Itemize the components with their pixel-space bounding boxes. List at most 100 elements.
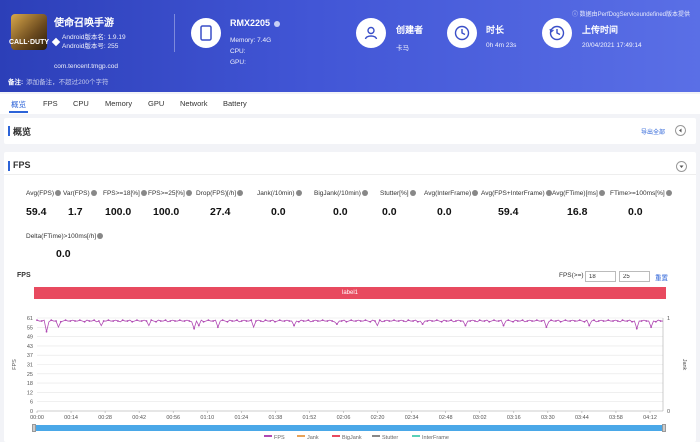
- fps-collapse-button[interactable]: [676, 161, 687, 172]
- fps-point: [502, 324, 505, 327]
- legend-item-4[interactable]: InterFrame: [412, 435, 449, 441]
- legend-swatch: [332, 435, 340, 437]
- package-name: com.tencent.tmgp.cod: [54, 63, 118, 70]
- device-memory: Memory: 7.4G: [230, 37, 272, 44]
- legend-item-0[interactable]: FPS: [264, 435, 285, 441]
- legend-item-2[interactable]: BigJank: [332, 435, 362, 441]
- legend-swatch: [372, 435, 380, 437]
- fps-point: [255, 320, 257, 322]
- fps-point: [174, 320, 176, 322]
- x-tick-label: 02:34: [405, 415, 419, 421]
- x-tick-label: 00:14: [64, 415, 78, 421]
- fps-point: [231, 320, 234, 322]
- metric-label-4: Drop(FPS)[/h]: [196, 190, 244, 197]
- help-icon: [97, 233, 104, 239]
- fps-point: [297, 320, 300, 323]
- fps-point: [55, 320, 57, 322]
- fps-point: [645, 320, 648, 322]
- fps-point: [69, 320, 72, 322]
- range-handle-left[interactable]: [32, 424, 36, 432]
- fps-point: [359, 320, 362, 322]
- upload-time-title: 上传时间: [582, 25, 619, 35]
- fps-point: [336, 323, 338, 325]
- fps-point: [126, 320, 129, 322]
- y-tick-label: 25: [27, 372, 33, 378]
- y2-axis-label: Jank: [681, 359, 687, 371]
- fps-point: [421, 323, 424, 325]
- fps-point: [654, 320, 657, 323]
- fps-point: [431, 320, 434, 322]
- metric-value-3: 100.0: [153, 206, 180, 218]
- fps-point: [483, 320, 486, 322]
- fps-point: [407, 319, 410, 322]
- tab-fps[interactable]: FPS: [43, 99, 58, 108]
- x-tick-label: 01:10: [200, 415, 214, 421]
- fps-point: [97, 320, 100, 322]
- x-tick-label: 02:48: [439, 415, 453, 421]
- tab-network[interactable]: Network: [180, 99, 208, 108]
- y-tick-label: 55: [27, 325, 33, 331]
- android-version-code: Android版本号: 255: [62, 43, 119, 50]
- fps-point: [526, 320, 529, 322]
- fps-point: [545, 326, 548, 329]
- fps-threshold-b-input[interactable]: [619, 271, 650, 282]
- fps-point: [397, 320, 400, 322]
- y-tick-label: 61: [27, 316, 33, 322]
- fps-point: [369, 320, 372, 323]
- fps-point: [164, 319, 167, 322]
- metric-label-7: Stutter[%]: [380, 190, 416, 197]
- app-name: 使命召唤手游: [54, 18, 114, 29]
- legend-item-1[interactable]: Jank: [297, 435, 319, 441]
- fps-point: [478, 319, 481, 322]
- legend-item-3[interactable]: Stutter: [372, 435, 398, 441]
- chart-range-slider[interactable]: [32, 424, 666, 432]
- export-all-link[interactable]: 导出全部: [641, 130, 666, 136]
- fps-point: [274, 320, 276, 323]
- fps-point: [83, 320, 86, 323]
- fps-point: [245, 320, 248, 322]
- fps-line-chart[interactable]: 61 55 49 43 37 31 25 18 12 6 0 1 0 FPS Jank 00:00 00:14 0…: [0, 300, 700, 424]
- fps-point: [112, 320, 115, 322]
- fps-point: [321, 319, 324, 322]
- legend-swatch: [297, 435, 305, 437]
- reset-button[interactable]: 重置: [655, 275, 668, 282]
- metric-value-8: 0.0: [437, 206, 452, 218]
- fps-point: [212, 320, 215, 322]
- clock-icon: [447, 18, 477, 48]
- fps-point: [45, 330, 48, 333]
- android-icon: [51, 37, 61, 47]
- range-handle-right[interactable]: [662, 424, 666, 432]
- duration-title: 时长: [486, 25, 505, 35]
- fps-point: [278, 319, 281, 322]
- fps-point: [393, 319, 395, 322]
- fps-point: [450, 319, 453, 322]
- history-icon: [542, 18, 572, 48]
- chart-title: FPS: [17, 272, 31, 279]
- fps-point: [240, 320, 243, 322]
- fps-point: [374, 320, 376, 322]
- fps-point: [626, 320, 629, 322]
- note-input[interactable]: 添加备注，不超过200个字符: [26, 79, 109, 86]
- label-bar[interactable]: label1: [34, 287, 666, 299]
- fps-point: [378, 319, 381, 322]
- overview-collapse-button[interactable]: [675, 125, 686, 136]
- tab-overview[interactable]: 概览: [11, 100, 26, 109]
- fps-series-line: [36, 319, 663, 332]
- tab-gpu[interactable]: GPU: [148, 99, 165, 108]
- note-row[interactable]: 备注: 添加备注，不超过200个字符: [8, 76, 109, 86]
- fps-point: [459, 320, 462, 322]
- fps-point: [40, 320, 43, 322]
- fps-point: [650, 326, 652, 329]
- tab-battery[interactable]: Battery: [223, 99, 247, 108]
- tab-memory[interactable]: Memory: [105, 99, 133, 108]
- x-tick-label: 04:12: [643, 415, 657, 421]
- fps-threshold-a-input[interactable]: [585, 271, 616, 282]
- metric-label-2: FPS>=18[%]: [103, 190, 147, 197]
- help-icon: [409, 190, 416, 196]
- fps-point: [136, 319, 138, 322]
- overview-accent: [8, 126, 10, 136]
- fps-point: [59, 320, 62, 323]
- tab-cpu[interactable]: CPU: [73, 99, 89, 108]
- active-tab-indicator: [9, 111, 28, 113]
- x-tick-label: 01:52: [303, 415, 317, 421]
